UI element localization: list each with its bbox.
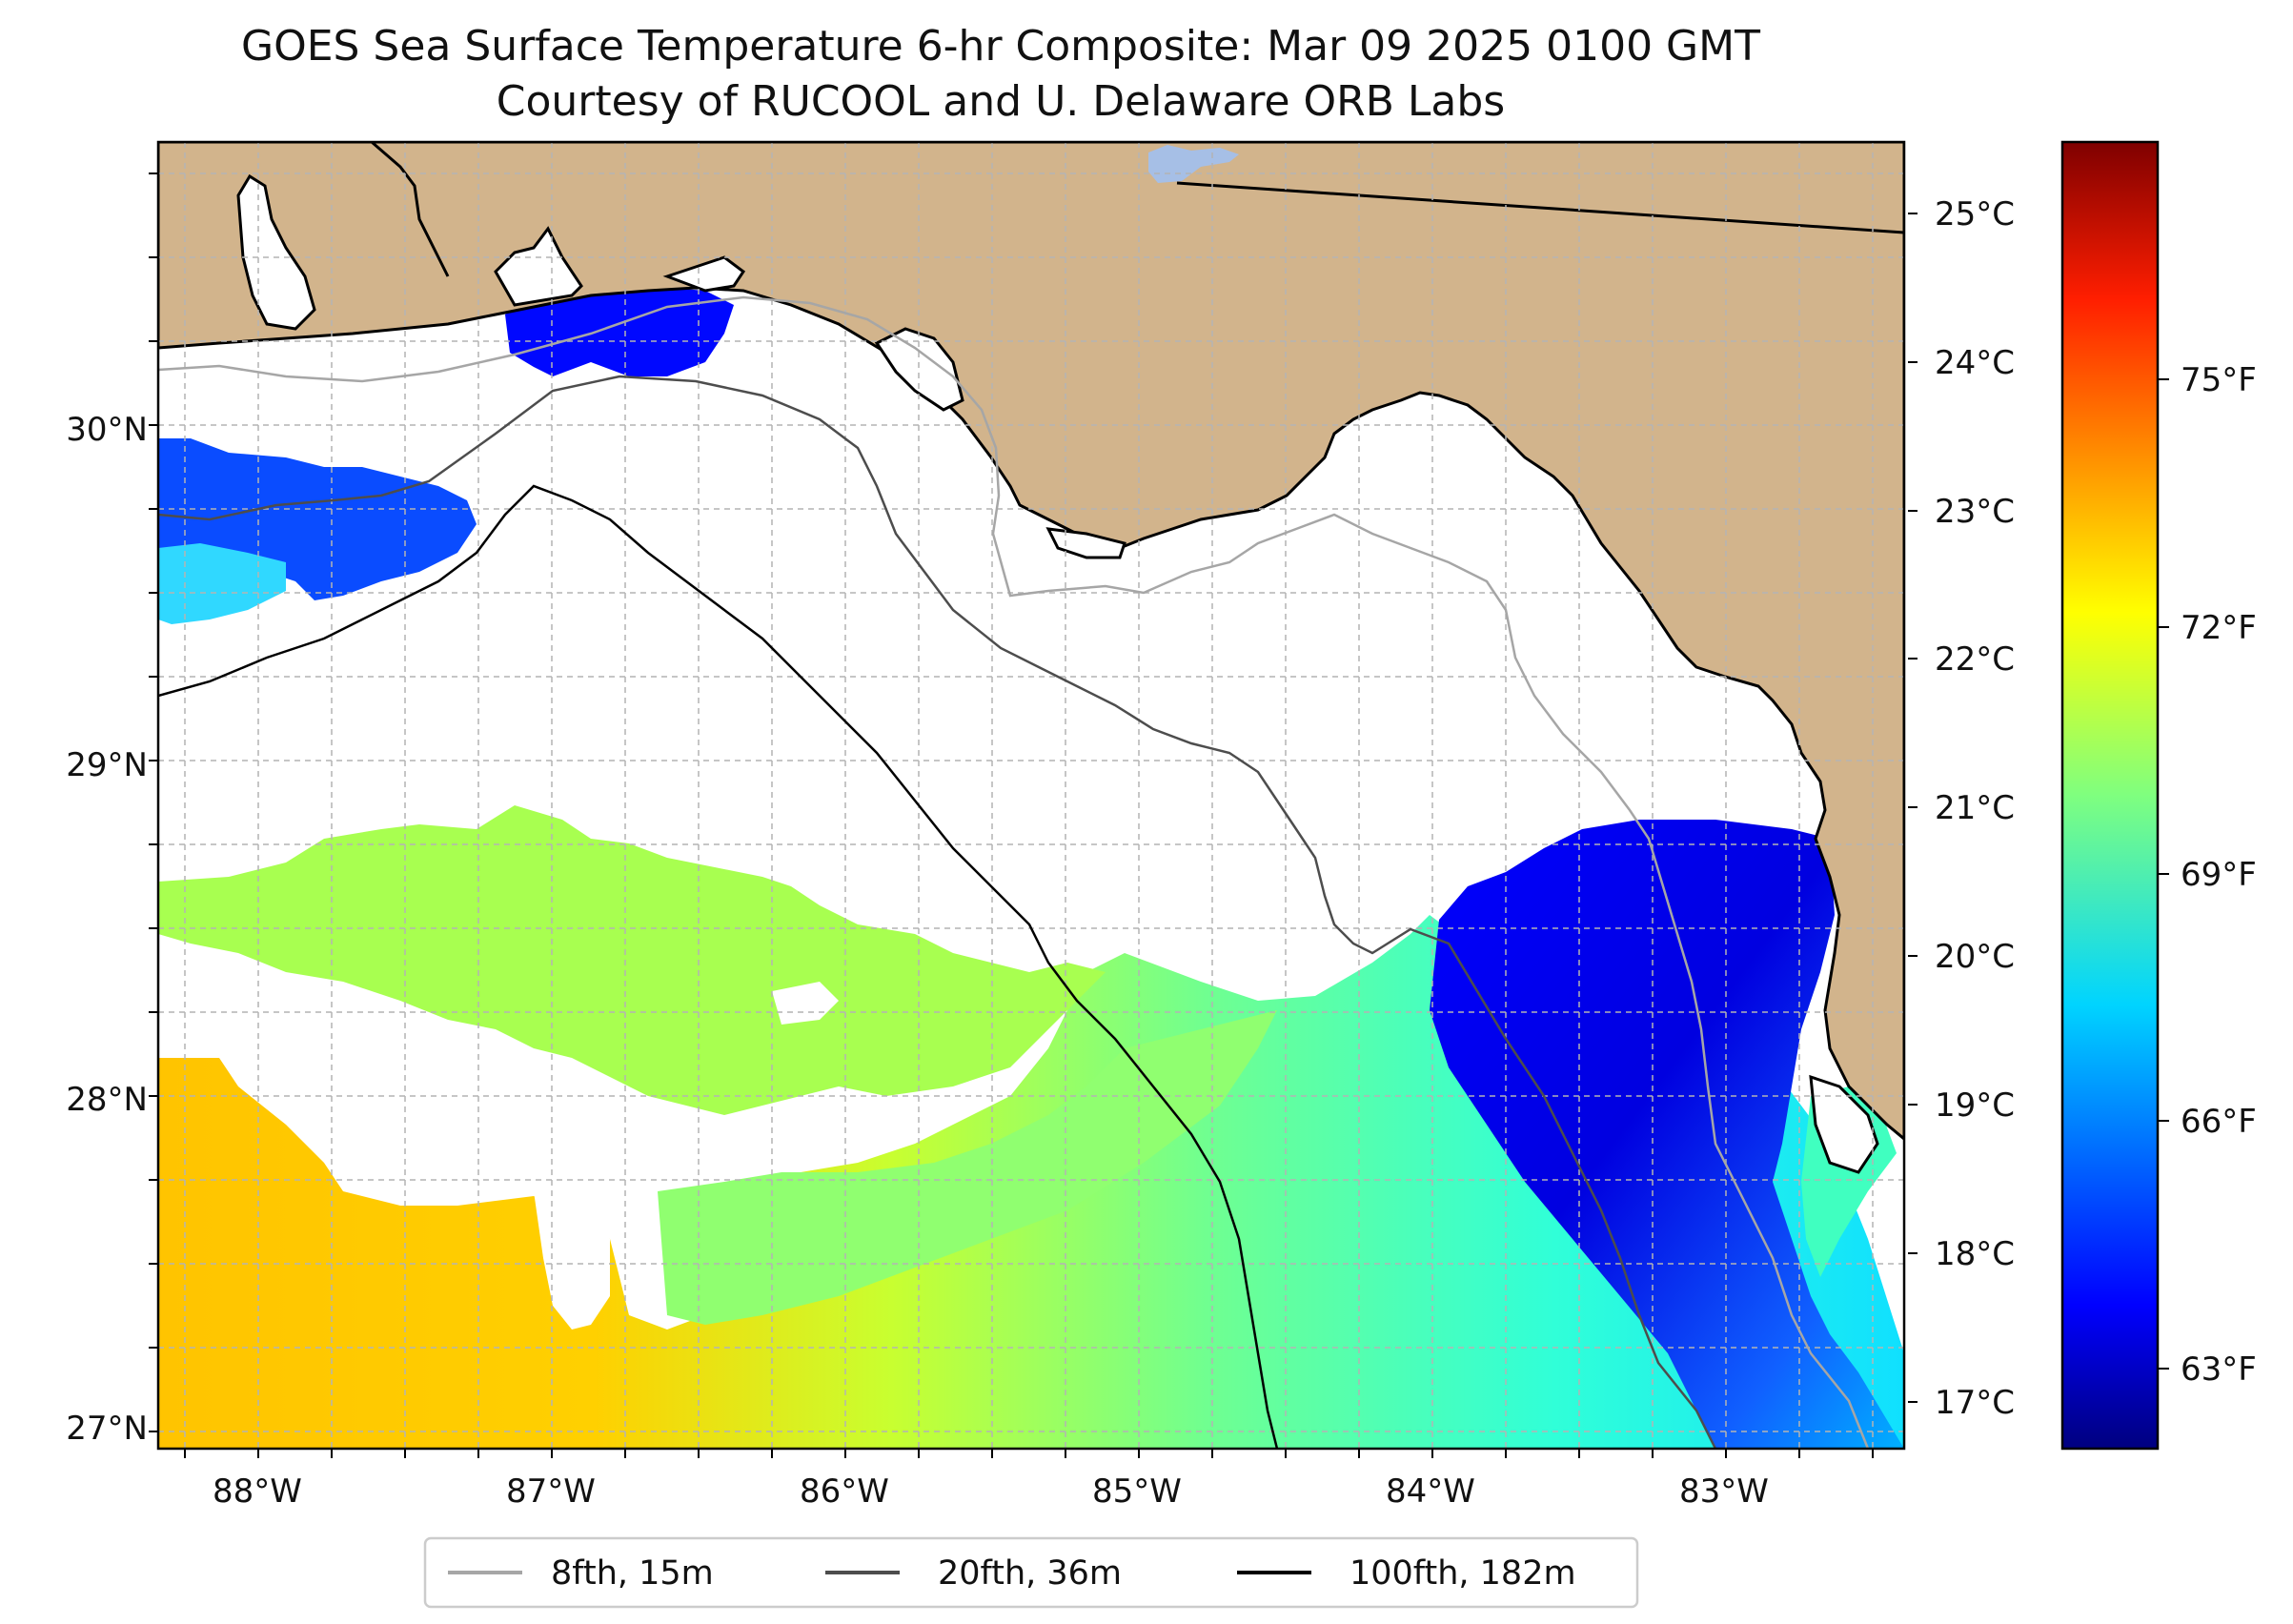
lon-label-85: 85°W [1092, 1472, 1182, 1511]
legend-label-8fth: 8fth, 15m [551, 1554, 714, 1593]
fahrenheit-label-63: 63°F [2181, 1350, 2257, 1389]
sst-green-band [158, 805, 1106, 1115]
chart-subtitle: Courtesy of RUCOOL and U. Delaware ORB L… [497, 77, 1505, 126]
lon-label-88: 88°W [213, 1472, 302, 1511]
lake-seminole [1148, 145, 1239, 183]
celsius-label-25: 25°C [1935, 195, 2015, 233]
axis-ticks [149, 173, 1874, 1458]
sst-north-blue-patch [505, 286, 734, 376]
sst-west-cyan-patch [158, 543, 286, 624]
legend-label-20fth: 20fth, 36m [938, 1554, 1122, 1593]
lon-label-86: 86°W [800, 1472, 889, 1511]
celsius-label-17: 17°C [1935, 1384, 2015, 1422]
land-tampa-bay [1809, 1074, 1879, 1174]
state-boundary-line [1176, 181, 1904, 234]
lat-label-30: 30°N [66, 411, 148, 449]
lon-label-83: 83°W [1679, 1472, 1769, 1511]
land-st-joe-bay [1045, 527, 1126, 559]
colorbar [2060, 140, 2160, 1451]
isobath-36m [158, 375, 1717, 1449]
isobath-15m [158, 295, 1870, 1449]
celsius-label-22: 22°C [1935, 640, 2015, 679]
map-area [158, 142, 1904, 1449]
land-mobile-bay [236, 173, 316, 331]
celsius-label-24: 24°C [1935, 344, 2015, 382]
celsius-label-23: 23°C [1935, 493, 2015, 531]
fahrenheit-label-72: 72°F [2181, 609, 2257, 647]
lon-label-87: 87°W [506, 1472, 596, 1511]
sst-white-gap-2 [534, 1191, 610, 1330]
land-choctawhatchee-bay [662, 255, 746, 293]
sst-white-gap-1 [200, 991, 315, 1077]
celsius-label-19: 19°C [1935, 1086, 2015, 1125]
land-mainland [158, 142, 1904, 1141]
graticule-grid [158, 142, 1904, 1449]
lon-label-84: 84°W [1386, 1472, 1475, 1511]
celsius-label-18: 18°C [1935, 1235, 2015, 1273]
lat-label-29: 29°N [66, 746, 148, 784]
chart-title: GOES Sea Surface Temperature 6-hr Compos… [241, 22, 1760, 71]
state-boundary-al [371, 142, 450, 277]
legend-label-100fth: 100fth, 182m [1349, 1554, 1576, 1593]
land-pensacola-bay [494, 226, 583, 307]
celsius-label-20: 20°C [1935, 938, 2015, 976]
colorbar-fahrenheit-ticks [2158, 378, 2169, 1370]
fahrenheit-label-69: 69°F [2181, 856, 2257, 894]
legend-box [423, 1536, 1639, 1609]
celsius-label-21: 21°C [1935, 789, 2015, 827]
colorbar-celsius-ticks [1908, 213, 1918, 1403]
isobath-legend: 8fth, 15m 20fth, 36m 100fth, 182m [423, 1536, 1639, 1609]
sst-green-south-lobe [658, 1010, 1277, 1325]
sst-white-gap-3 [772, 982, 839, 1025]
fahrenheit-label-66: 66°F [2181, 1103, 2257, 1141]
map-frame [156, 140, 1906, 1451]
lat-label-27: 27°N [66, 1410, 148, 1448]
isobath-182m [158, 484, 1279, 1449]
lat-label-28: 28°N [66, 1081, 148, 1119]
sst-east-cold-region [1430, 820, 1904, 1449]
land-apalachicola-bay [874, 327, 964, 412]
fahrenheit-label-75: 75°F [2181, 361, 2257, 399]
